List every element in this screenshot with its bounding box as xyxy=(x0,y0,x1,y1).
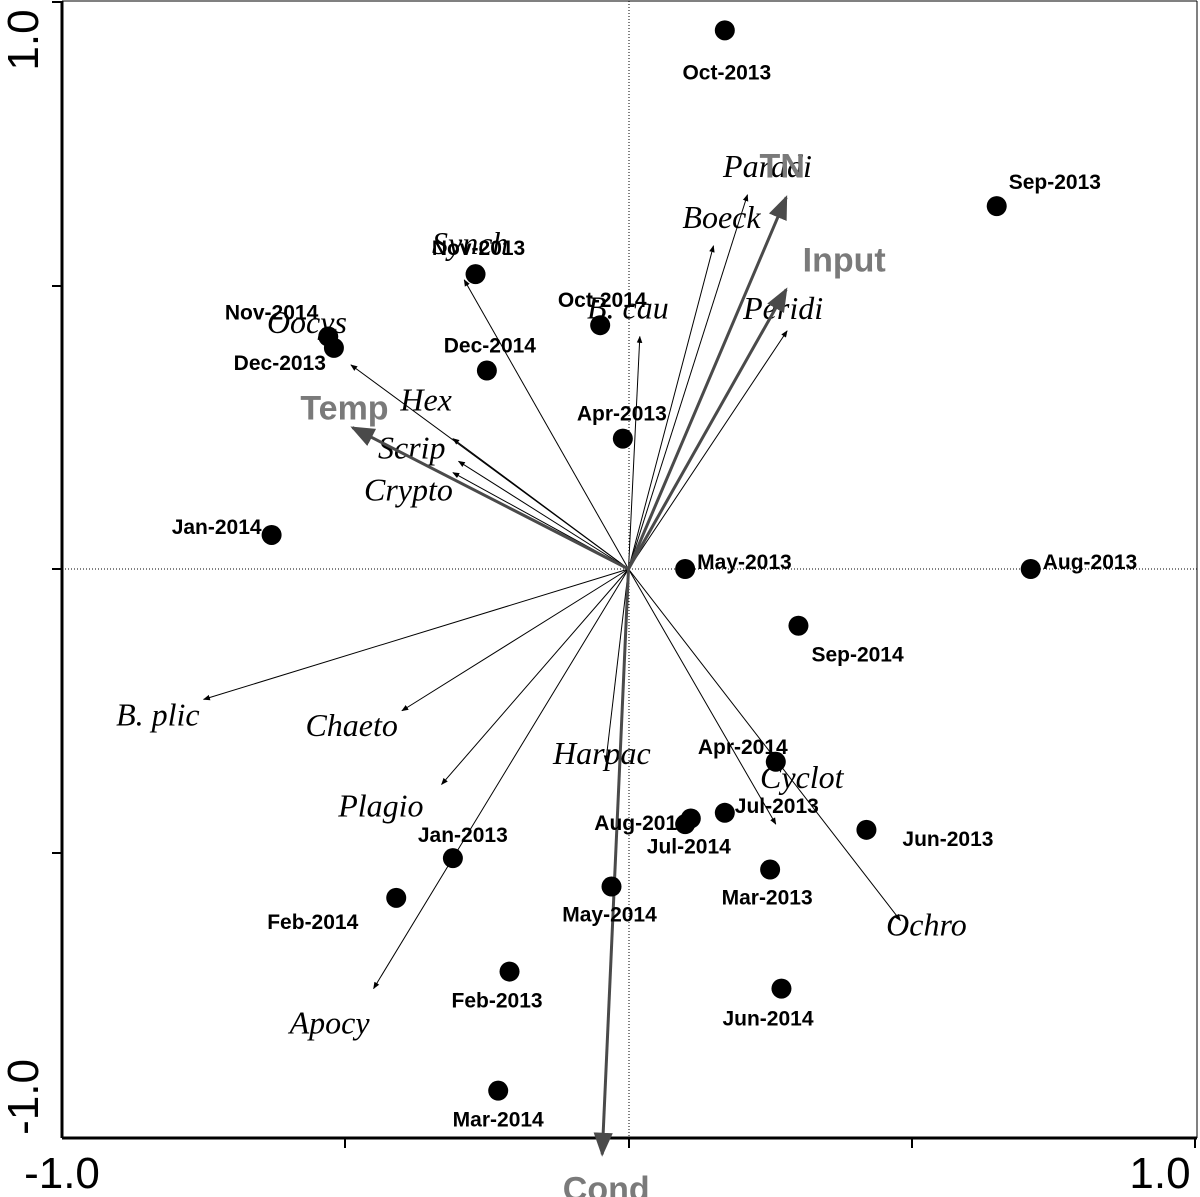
species-arrow-plagio xyxy=(441,568,629,785)
sample-point-oct-2014 xyxy=(590,315,611,336)
species-label-apocy: Apocy xyxy=(288,1005,371,1041)
species-arrow-synch xyxy=(463,279,629,570)
env-arrow-input xyxy=(627,287,788,570)
env-label-cond: Cond xyxy=(563,1170,650,1197)
y-tick-label-min: -1.0 xyxy=(0,1059,48,1135)
sample-point-feb-2014 xyxy=(386,887,407,908)
sample-label-jan-2013: Jan-2013 xyxy=(418,824,508,847)
species-label-b-plic: B. plic xyxy=(116,696,200,732)
species-arrow-peridi xyxy=(628,330,788,570)
species-arrow-b-plic xyxy=(202,568,629,701)
sample-point-jun-2013 xyxy=(856,819,877,840)
sample-point-dec-2013 xyxy=(323,337,344,358)
species-label-crypto: Crypto xyxy=(364,472,453,508)
sample-label-feb-2014: Feb-2014 xyxy=(267,911,358,934)
species-label-plagio: Plagio xyxy=(337,787,423,823)
sample-point-sep-2013 xyxy=(986,196,1007,217)
sample-label-may-2014: May-2014 xyxy=(562,904,657,927)
y-tick-label-max: 1.0 xyxy=(0,9,48,70)
species-arrow-b-cau xyxy=(628,335,643,570)
sample-point-jul-2013 xyxy=(714,802,735,823)
env-label-input: Input xyxy=(803,241,886,279)
sample-label-sep-2014: Sep-2014 xyxy=(811,644,904,667)
sample-label-nov-2013: Nov-2013 xyxy=(432,237,525,260)
env-arrow-temp xyxy=(350,426,630,571)
sample-point-mar-2014 xyxy=(488,1080,509,1101)
sample-point-jul-2014 xyxy=(680,808,701,829)
sample-label-feb-2013: Feb-2013 xyxy=(452,990,543,1013)
species-arrow-harpac xyxy=(603,568,629,763)
sample-point-feb-2013 xyxy=(499,961,520,982)
x-tick-label-min: -1.0 xyxy=(24,1149,100,1197)
sample-label-oct-2014: Oct-2014 xyxy=(558,289,647,312)
sample-point-apr-2014 xyxy=(765,751,786,772)
sample-label-mar-2014: Mar-2014 xyxy=(453,1109,544,1132)
sample-point-may-2013 xyxy=(675,559,696,579)
env-arrow-tn xyxy=(627,195,788,570)
sample-point-jan-2014 xyxy=(261,524,282,545)
sample-label-nov-2014: Nov-2014 xyxy=(225,302,319,325)
species-label-hex: Hex xyxy=(399,382,452,418)
sample-point-oct-2013 xyxy=(714,20,735,41)
sample-label-jun-2013: Jun-2013 xyxy=(902,828,993,851)
species-label-synch: Synch xyxy=(432,225,508,261)
species-label-ochro: Ochro xyxy=(886,907,967,943)
sample-point-nov-2013 xyxy=(465,264,486,285)
sample-label-oct-2013: Oct-2013 xyxy=(682,61,771,84)
sample-label-jul-2013: Jul-2013 xyxy=(735,795,819,818)
species-arrow-hex xyxy=(452,438,629,570)
sample-label-aug-2014: Aug-201 xyxy=(594,812,677,835)
x-tick-label-max: 1.0 xyxy=(1129,1149,1190,1197)
sample-label-mar-2013: Mar-2013 xyxy=(722,887,813,910)
species-arrow-apocy xyxy=(373,568,629,990)
sample-point-dec-2014 xyxy=(476,360,497,381)
species-label-boeck: Boeck xyxy=(682,199,761,235)
sample-label-may-2013: May-2013 xyxy=(697,551,792,574)
species-label-paradi: Paradi xyxy=(722,148,812,184)
sample-point-jan-2013 xyxy=(442,848,463,869)
sample-label-sep-2013: Sep-2013 xyxy=(1009,171,1101,194)
sample-point-mar-2013 xyxy=(760,859,781,880)
sample-label-apr-2013: Apr-2013 xyxy=(577,403,667,426)
sample-label-apr-2014: Apr-2014 xyxy=(698,736,788,759)
sample-point-may-2014 xyxy=(601,876,622,897)
species-arrow-chaeto xyxy=(401,568,629,712)
sample-point-sep-2014 xyxy=(788,615,809,636)
env-label-tn: TN xyxy=(760,147,805,185)
species-label-chaeto: Chaeto xyxy=(305,707,397,743)
species-arrow-boeck xyxy=(628,245,715,570)
sample-label-jul-2014: Jul-2014 xyxy=(647,835,731,858)
species-label-harpac: Harpac xyxy=(552,735,651,771)
sample-label-dec-2013: Dec-2013 xyxy=(234,352,326,375)
sample-point-aug-2013 xyxy=(1020,559,1041,579)
species-arrow-cyclot xyxy=(628,568,777,825)
axis-ticks xyxy=(52,1,1196,1148)
sample-points: Oct-2013 Sep-2013 Nov-2013 Oct-2014 Nov-2014… xyxy=(172,20,1138,1132)
species-arrow-scrip xyxy=(457,460,629,570)
sample-label-dec-2014: Dec-2014 xyxy=(444,335,537,358)
species-arrow-paradi xyxy=(628,194,749,570)
env-label-temp: Temp xyxy=(300,390,388,428)
species-arrow-ochro xyxy=(628,568,901,922)
sample-label-jan-2014: Jan-2014 xyxy=(172,516,262,539)
sample-point-jun-2014 xyxy=(771,978,792,999)
sample-label-aug-2013: Aug-2013 xyxy=(1043,551,1138,574)
sample-point-apr-2013 xyxy=(612,428,633,449)
env-arrow-cond xyxy=(593,568,630,1157)
environment-arrows: TN Input Temp Cond xyxy=(300,147,885,1197)
sample-label-jun-2014: Jun-2014 xyxy=(722,1008,813,1031)
